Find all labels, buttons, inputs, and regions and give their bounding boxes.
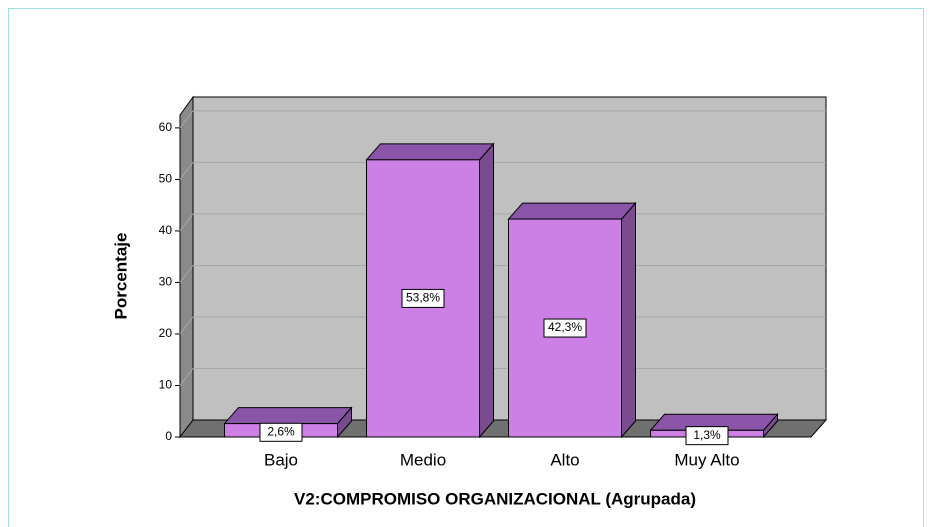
value-label: 2,6%: [267, 424, 295, 438]
grid-line: [179, 213, 194, 232]
value-label-box: [685, 426, 729, 446]
grid-line: [179, 110, 194, 129]
y-tick-label: 20: [159, 326, 173, 340]
x-tick-label: Medio: [400, 450, 446, 469]
value-label-box: [401, 288, 445, 308]
y-tick-label: 30: [159, 275, 173, 289]
bar-top: [365, 143, 495, 161]
y-tick-label: 0: [165, 429, 172, 443]
y-tick-label: 40: [159, 223, 173, 237]
value-label-box: [543, 318, 587, 338]
bar-top: [223, 407, 353, 425]
value-label-box: [259, 422, 303, 442]
left-wall: [179, 95, 194, 439]
x-tick-label: Muy Alto: [674, 450, 739, 469]
value-label: 53,8%: [406, 291, 440, 305]
value-label: 1,3%: [693, 428, 721, 442]
y-tick-label: 10: [159, 378, 173, 392]
grid-line: [179, 316, 194, 335]
x-axis-title: V2:COMPROMISO ORGANIZACIONAL (Agrupada): [294, 489, 696, 508]
x-tick-label: Bajo: [264, 450, 298, 469]
bar-top: [507, 202, 637, 220]
bar-side: [479, 142, 494, 439]
value-label: 42,3%: [548, 320, 582, 334]
grid-line: [179, 265, 194, 283]
y-tick-label: 60: [159, 120, 173, 134]
grid-line: [179, 162, 194, 180]
y-axis-title: Porcentaje: [111, 233, 130, 320]
grid-line: [179, 368, 194, 386]
y-tick-label: 50: [159, 172, 173, 186]
bar-side: [621, 201, 636, 439]
x-tick-label: Alto: [550, 450, 579, 469]
